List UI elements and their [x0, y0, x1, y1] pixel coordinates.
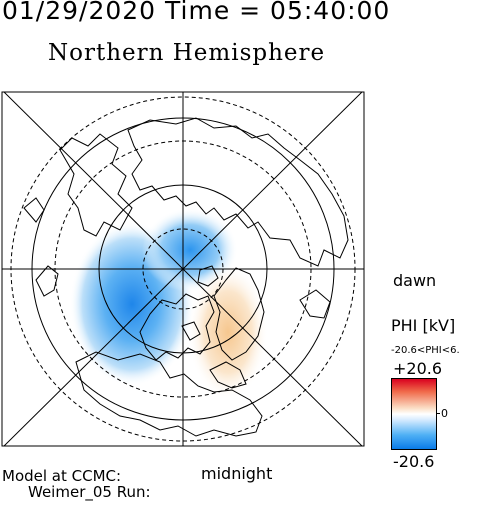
coastlines [23, 117, 349, 437]
polar-map [1, 91, 365, 447]
meridian-lines [2, 92, 364, 446]
positive-potential-cell [188, 264, 268, 400]
dawn-label: dawn [393, 271, 437, 290]
colorbar-zero-label: 0 [441, 407, 448, 420]
hemisphere-title: Northern Hemisphere [48, 40, 326, 66]
datetime-title: 01/29/2020 Time = 05:40:00 [2, 0, 391, 25]
colorbar-range-text: -20.6<PHI<6. [391, 345, 460, 356]
midnight-label: midnight [201, 464, 273, 483]
run-label: Weimer_05 Run: [28, 483, 151, 501]
colorbar-max-label: +20.6 [393, 359, 443, 378]
colorbar-min-label: -20.6 [393, 452, 435, 471]
colorbar-title: PHI [kV] [391, 316, 456, 335]
model-label: Model at CCMC: [2, 467, 122, 485]
colorbar [391, 378, 437, 450]
colorbar-zero-tick [436, 413, 440, 414]
